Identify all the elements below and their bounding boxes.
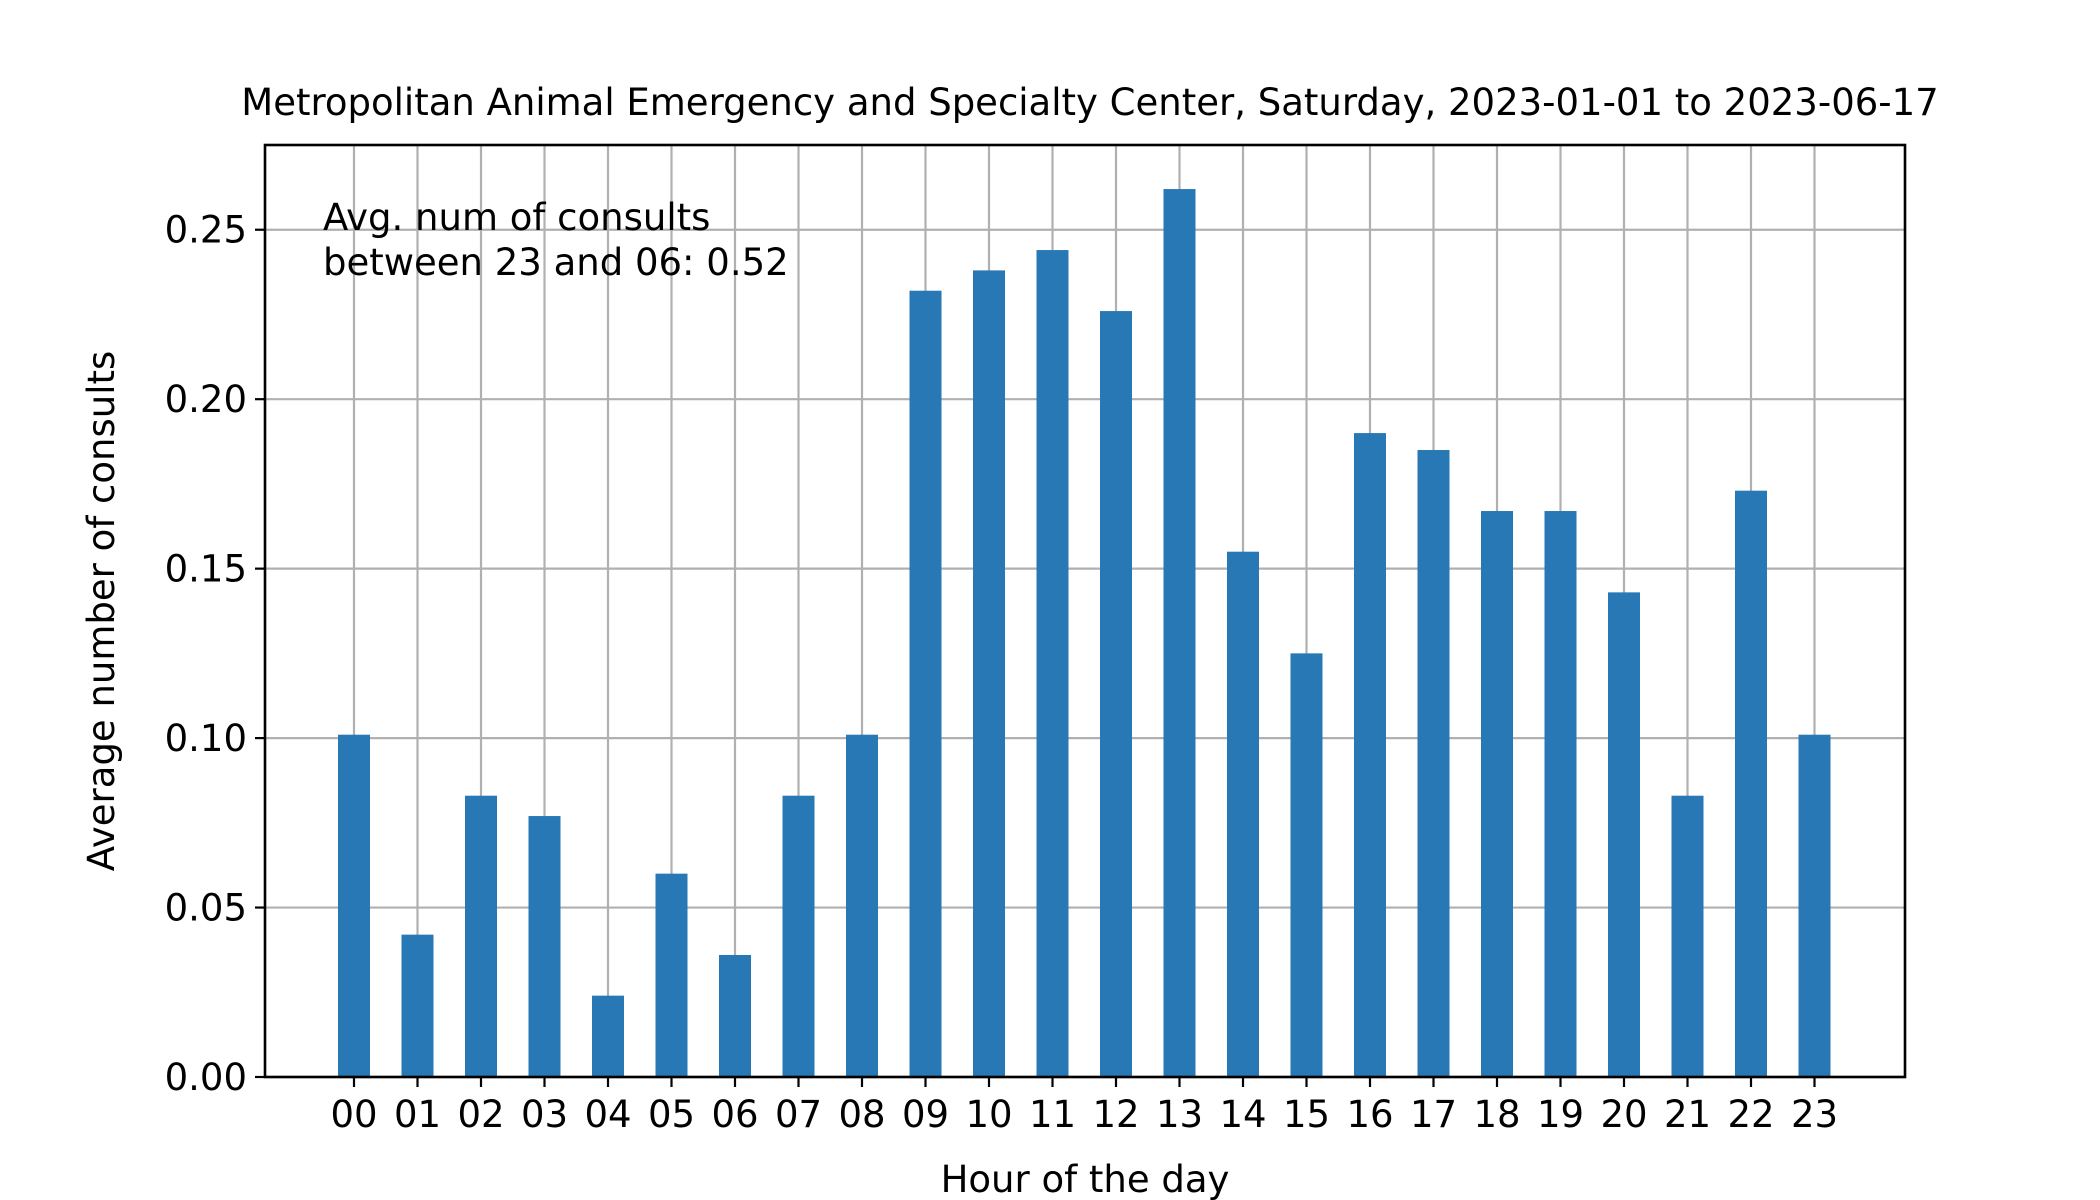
bar-09	[909, 290, 942, 1077]
x-tick-label: 14	[1219, 1093, 1266, 1136]
grid-lines	[265, 145, 1905, 1079]
bar-10	[973, 270, 1005, 1077]
bar-01	[401, 934, 434, 1077]
x-tick-label: 00	[330, 1093, 377, 1136]
y-axis-ticks: 0.00 0.05 0.10 0.15 0.20 0.25	[165, 209, 265, 1099]
bar-15	[1290, 653, 1323, 1077]
plot-frame	[263, 143, 1907, 1079]
x-tick-label: 13	[1156, 1093, 1203, 1136]
chart-title: Metropolitan Animal Emergency and Specia…	[241, 81, 1938, 124]
bars	[338, 189, 1831, 1078]
bar-20	[1608, 592, 1640, 1077]
x-tick-label: 03	[521, 1093, 568, 1136]
x-axis-ticks: 00 01 02 03 04 05 06 07 08 09 10 11 12 13 14 15 16 17 18 19…	[330, 1077, 1838, 1136]
x-tick-label: 06	[711, 1093, 758, 1136]
bar-13	[1163, 189, 1196, 1078]
y-tick-label: 0.05	[165, 887, 247, 930]
bar-06	[719, 954, 751, 1077]
x-axis-label: Hour of the day	[941, 1158, 1230, 1200]
y-tick-label: 0.20	[165, 378, 247, 421]
bar-04	[592, 995, 624, 1077]
bar-16	[1354, 433, 1386, 1077]
x-tick-label: 22	[1727, 1093, 1774, 1136]
bar-08	[846, 734, 878, 1077]
x-tick-label: 16	[1346, 1093, 1393, 1136]
bar-14	[1227, 551, 1259, 1077]
annotation-line-1: Avg. num of consults	[323, 196, 710, 239]
y-axis-label: Average number of consults	[80, 351, 123, 872]
x-tick-label: 07	[775, 1093, 822, 1136]
bar-21	[1671, 795, 1704, 1077]
bar-19	[1544, 511, 1577, 1077]
x-tick-label: 10	[965, 1093, 1012, 1136]
bar-12	[1100, 311, 1132, 1078]
x-tick-label: 23	[1791, 1093, 1838, 1136]
bar-22	[1735, 490, 1767, 1078]
bar-18	[1481, 511, 1513, 1077]
x-tick-label: 08	[838, 1093, 885, 1136]
bar-07	[782, 795, 815, 1077]
x-tick-label: 20	[1600, 1093, 1647, 1136]
x-tick-label: 18	[1473, 1093, 1520, 1136]
y-tick-label: 0.00	[165, 1056, 247, 1099]
x-tick-label: 12	[1092, 1093, 1139, 1136]
annotation-line-2: between 23 and 06: 0.52	[323, 241, 789, 284]
x-tick-label: 01	[394, 1093, 441, 1136]
bar-03	[528, 816, 561, 1077]
bar-23	[1798, 734, 1831, 1077]
x-tick-label: 19	[1537, 1093, 1584, 1136]
x-tick-label: 11	[1029, 1093, 1076, 1136]
bar-05	[655, 873, 688, 1077]
x-tick-label: 15	[1283, 1093, 1330, 1136]
x-tick-label: 02	[457, 1093, 504, 1136]
x-tick-label: 09	[902, 1093, 949, 1136]
x-tick-label: 21	[1664, 1093, 1711, 1136]
bar-11	[1036, 250, 1069, 1077]
bar-17	[1417, 450, 1450, 1077]
y-tick-label: 0.25	[165, 209, 247, 252]
y-tick-label: 0.10	[165, 717, 247, 760]
bar-02	[465, 795, 497, 1077]
bar-00	[338, 734, 370, 1077]
x-tick-label: 04	[584, 1093, 631, 1136]
x-tick-label: 17	[1410, 1093, 1457, 1136]
y-tick-label: 0.15	[165, 548, 247, 591]
x-tick-label: 05	[648, 1093, 695, 1136]
